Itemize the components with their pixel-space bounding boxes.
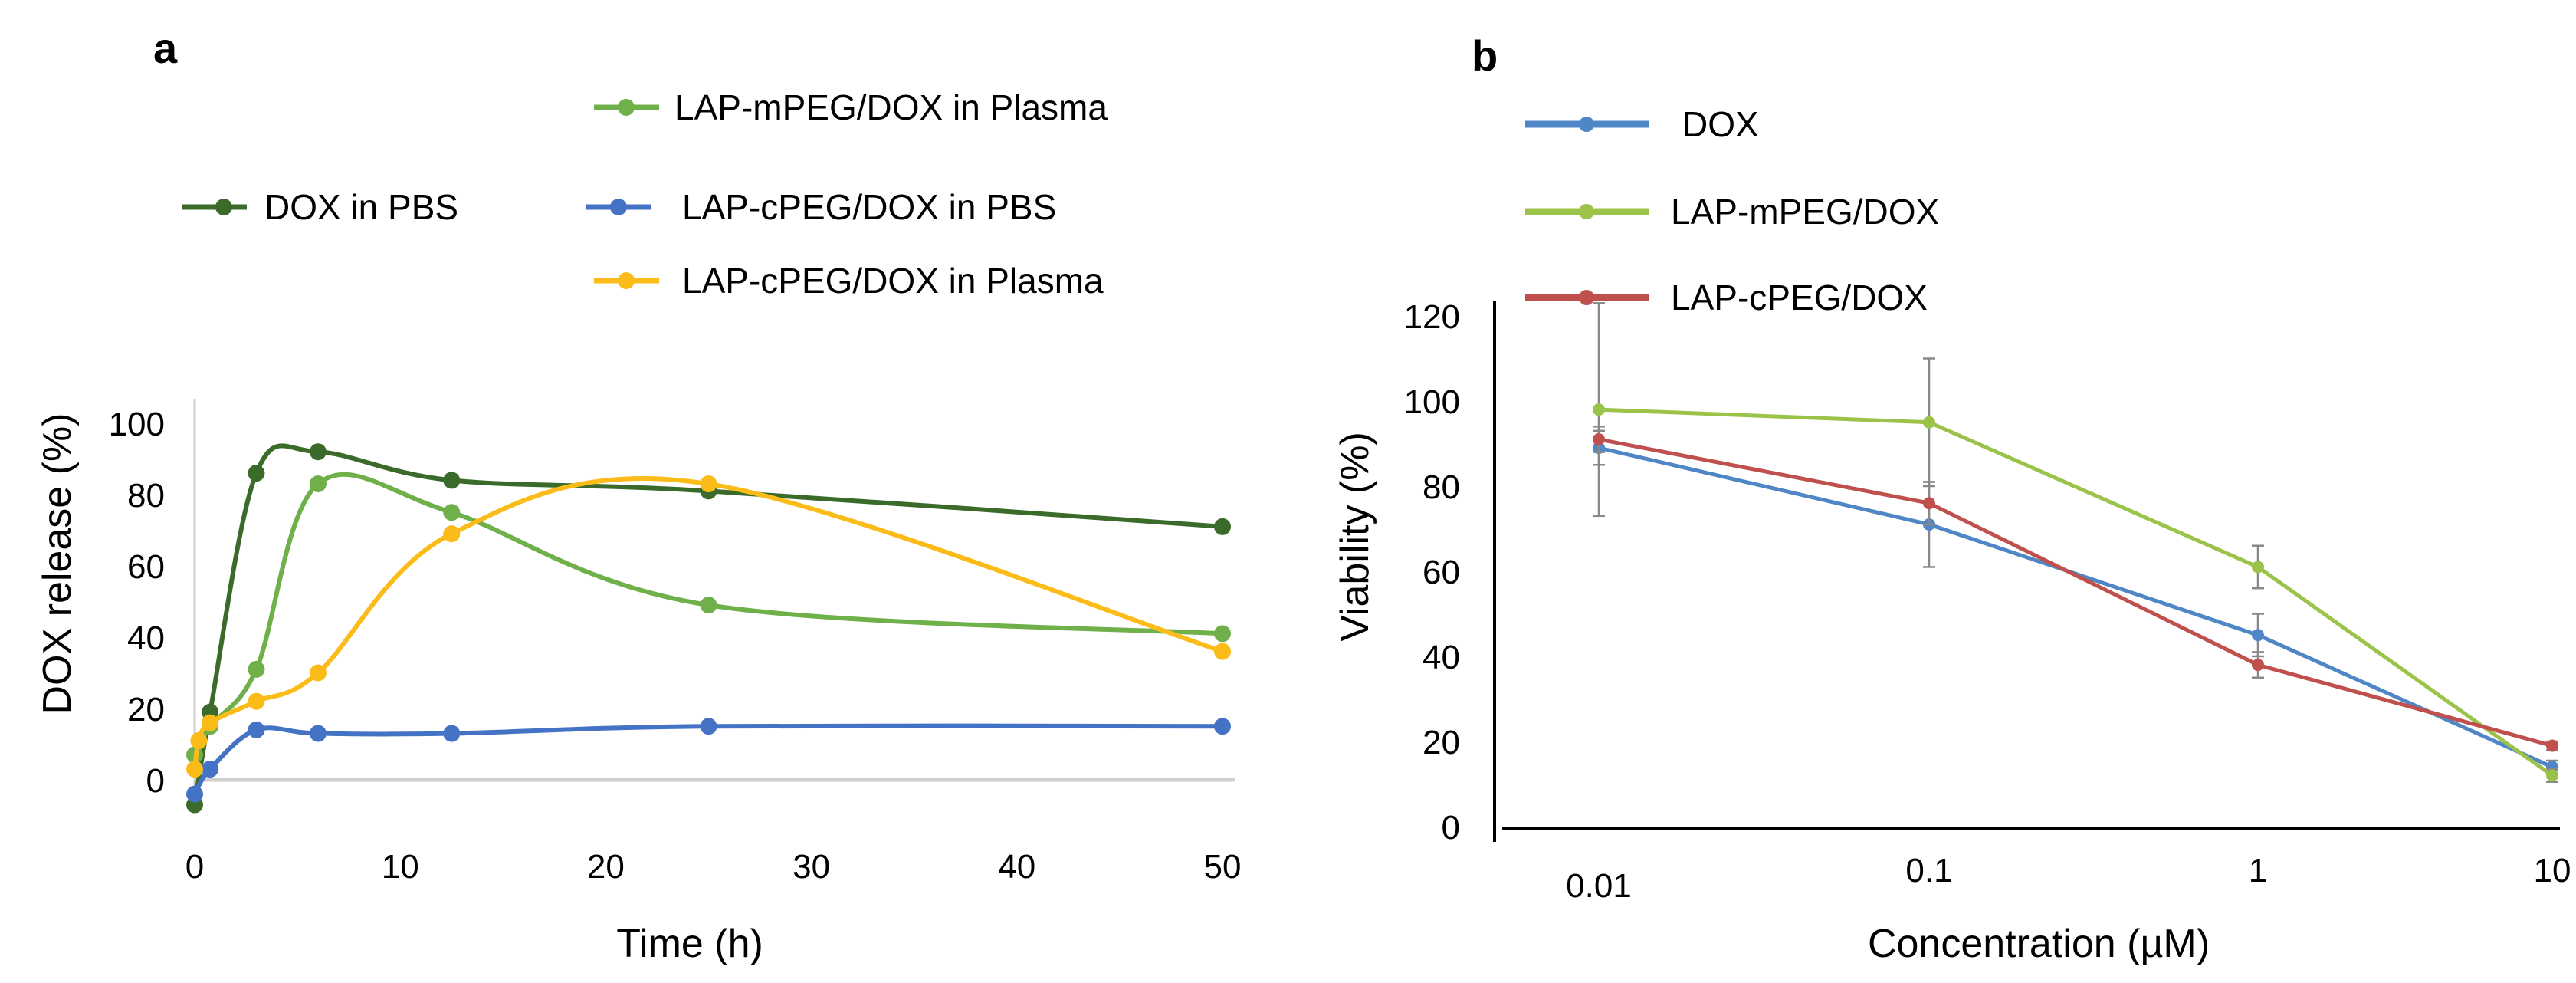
a-series-lap-cpeg-dox-in-pbs <box>186 718 1231 803</box>
a-data-point <box>248 465 265 482</box>
a-y-tick-label: 80 <box>127 477 165 515</box>
b-legend-label: DOX <box>1682 104 1759 144</box>
b-legend-marker <box>1579 204 1594 219</box>
a-x-tick-label: 20 <box>587 848 625 886</box>
b-legend-label: LAP-mPEG/DOX <box>1671 192 1939 232</box>
b-series-dox <box>1593 429 2558 774</box>
panel-b-label: b <box>1472 31 1498 80</box>
a-legend-marker <box>610 199 627 215</box>
b-data-point <box>2252 629 2264 642</box>
b-y-axis-title: Viability (%) <box>1333 432 1377 642</box>
b-x-tick-label: 10 <box>2534 852 2571 889</box>
a-data-point <box>700 718 717 735</box>
a-data-point <box>186 761 203 778</box>
b-legend-marker <box>1579 290 1594 305</box>
a-data-point <box>190 731 208 749</box>
panel-a: a 0 10 20 30 40 50 0 20 40 60 80 100 LAP-mPEG/DOX i… <box>35 24 1241 966</box>
a-series-line <box>192 723 1223 796</box>
a-y-tick-label: 20 <box>127 691 165 728</box>
a-data-point <box>1214 518 1231 535</box>
b-y-tick-label: 60 <box>1423 554 1460 591</box>
a-data-point <box>202 761 219 778</box>
a-data-point <box>309 475 327 493</box>
b-legend-item: DOX <box>1525 104 1759 144</box>
b-y-tick-label: 80 <box>1423 468 1460 506</box>
b-y-tick-label: 20 <box>1423 724 1460 761</box>
b-y-tick-label: 120 <box>1404 298 1460 336</box>
a-data-point <box>443 504 461 521</box>
a-data-point <box>1214 718 1231 735</box>
b-data-point <box>2252 659 2264 672</box>
b-y-tick-label: 0 <box>1442 809 1460 847</box>
a-series-dox-in-pbs <box>186 443 1231 814</box>
a-legend-marker <box>215 199 232 215</box>
a-y-tick-label: 100 <box>109 406 165 443</box>
a-series-line <box>192 443 1223 806</box>
b-series-line <box>1598 445 2554 769</box>
b-x-axis-title: Concentration (µM) <box>1868 922 2210 966</box>
b-series-line <box>1598 407 2554 778</box>
a-legend-label: LAP-cPEG/DOX in PBS <box>682 187 1056 227</box>
a-x-tick-label: 40 <box>998 848 1035 886</box>
a-y-tick-label: 0 <box>146 762 165 800</box>
b-data-point <box>1923 416 1935 429</box>
a-y-axis-title: DOX release (%) <box>35 413 80 715</box>
a-legend-item: LAP-cPEG/DOX in PBS <box>586 187 1056 227</box>
b-y-tick-label: 100 <box>1404 383 1460 421</box>
b-x-tick-label: 0.01 <box>1566 867 1632 905</box>
a-data-point <box>309 725 327 742</box>
b-data-point <box>1593 403 1605 416</box>
a-legend-label: DOX in PBS <box>264 187 458 227</box>
a-data-point <box>309 664 327 682</box>
a-x-axis-title: Time (h) <box>616 922 763 966</box>
b-x-tick-label: 1 <box>2249 852 2267 889</box>
panel-a-label: a <box>153 24 178 72</box>
a-data-point <box>1214 643 1231 660</box>
a-legend-label: LAP-mPEG/DOX in Plasma <box>674 87 1108 127</box>
a-y-tick-label: 40 <box>127 620 165 657</box>
a-legend-item: DOX in PBS <box>182 187 458 227</box>
b-data-point <box>2546 769 2558 782</box>
b-y-tick-label: 40 <box>1423 639 1460 676</box>
b-series-lap-mpeg-dox <box>1593 302 2558 783</box>
a-data-point <box>309 443 327 461</box>
a-data-point <box>186 785 203 803</box>
a-x-tick-label: 10 <box>382 848 419 886</box>
a-data-point <box>443 472 461 489</box>
b-legend-label: LAP-cPEG/DOX <box>1671 278 1928 317</box>
a-series-lap-cpeg-dox-in-plasma <box>186 475 1231 778</box>
a-data-point <box>443 725 461 742</box>
b-series-lap-cpeg-dox <box>1593 426 2558 752</box>
a-legend-marker <box>618 272 635 289</box>
a-data-point <box>700 475 717 493</box>
a-data-point <box>700 597 717 614</box>
a-data-point <box>248 692 265 710</box>
a-y-tick-label: 60 <box>127 548 165 586</box>
a-legend-item: LAP-cPEG/DOX in Plasma <box>594 261 1104 301</box>
b-data-point <box>1923 497 1935 510</box>
b-legend-marker <box>1579 117 1594 132</box>
a-data-point <box>248 660 265 678</box>
a-legend-label: LAP-cPEG/DOX in Plasma <box>682 261 1104 301</box>
b-legend-item: LAP-mPEG/DOX <box>1525 192 1939 232</box>
b-data-point <box>2546 739 2558 752</box>
a-data-point <box>202 714 219 731</box>
a-series-line <box>192 472 1223 756</box>
b-data-point <box>1593 432 1605 445</box>
b-legend-item: LAP-cPEG/DOX <box>1525 278 1928 317</box>
a-legend-item: LAP-mPEG/DOX in Plasma <box>594 87 1108 127</box>
b-data-point <box>2252 561 2264 574</box>
a-x-tick-label: 50 <box>1204 848 1242 886</box>
a-x-tick-label: 30 <box>792 848 830 886</box>
a-x-tick-label: 0 <box>185 848 204 886</box>
a-data-point <box>443 525 461 543</box>
a-data-point <box>1214 625 1231 643</box>
b-x-tick-label: 0.1 <box>1905 852 1952 889</box>
a-data-point <box>248 721 265 738</box>
a-legend-marker <box>618 99 635 116</box>
b-series-line <box>1598 437 2553 748</box>
